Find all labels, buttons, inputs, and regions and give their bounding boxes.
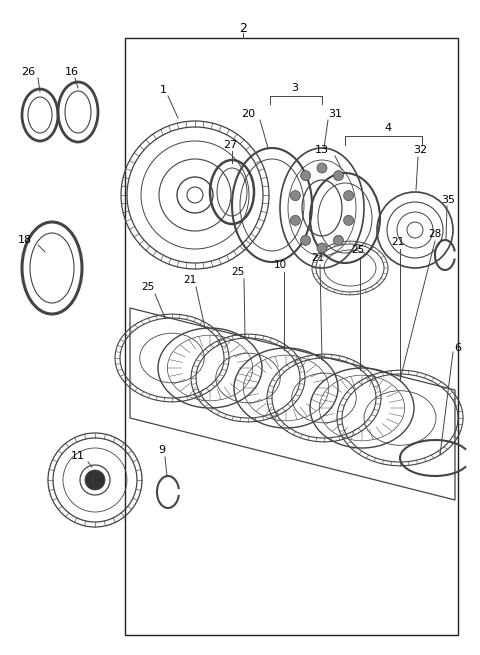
Text: 20: 20 [241, 109, 255, 119]
Text: 6: 6 [455, 343, 461, 353]
Circle shape [300, 235, 311, 246]
Circle shape [290, 215, 300, 225]
Text: 13: 13 [315, 145, 329, 155]
Text: 25: 25 [231, 267, 245, 277]
Circle shape [334, 171, 344, 181]
Text: 21: 21 [183, 275, 197, 285]
Text: 28: 28 [428, 229, 442, 239]
Text: 27: 27 [223, 140, 237, 150]
Bar [125, 38, 458, 635]
Text: 1: 1 [159, 85, 167, 95]
Text: 4: 4 [384, 123, 392, 133]
Text: 2: 2 [239, 22, 247, 35]
Circle shape [344, 215, 354, 225]
Text: 9: 9 [158, 445, 166, 455]
Text: 16: 16 [65, 67, 79, 77]
Circle shape [290, 191, 300, 200]
Text: 26: 26 [21, 67, 35, 77]
Text: 35: 35 [441, 195, 455, 205]
Circle shape [334, 235, 344, 246]
Circle shape [344, 191, 354, 200]
Text: 3: 3 [291, 83, 299, 93]
Text: 25: 25 [142, 282, 155, 292]
Circle shape [317, 163, 327, 173]
Circle shape [300, 171, 311, 181]
Circle shape [317, 243, 327, 253]
Text: 10: 10 [274, 260, 287, 270]
Text: 18: 18 [18, 235, 32, 245]
Text: 25: 25 [351, 245, 365, 255]
Text: 21: 21 [391, 237, 405, 247]
Text: 31: 31 [328, 109, 342, 119]
Text: 32: 32 [413, 145, 427, 155]
Circle shape [85, 470, 105, 490]
Text: 11: 11 [71, 451, 85, 461]
Text: 21: 21 [312, 253, 324, 263]
